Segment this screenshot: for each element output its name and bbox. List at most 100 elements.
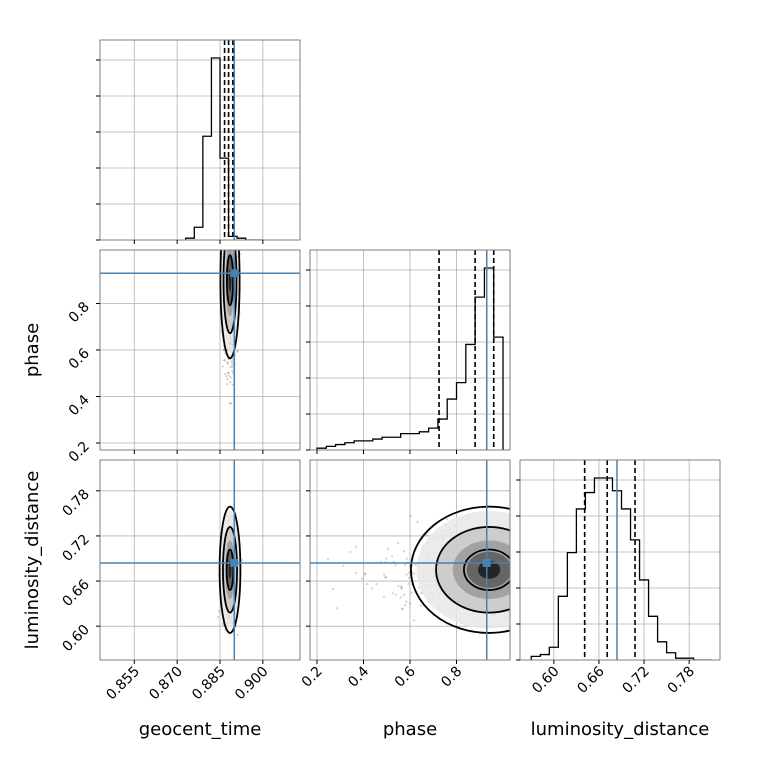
sample-point [512,535,514,537]
sample-point [400,587,403,590]
sample-point [510,560,512,562]
sample-point [512,583,514,585]
sample-point [512,561,514,563]
sample-point [512,582,514,584]
sample-point [335,607,339,610]
sample-point [383,573,386,576]
panel-frame-geocent_time [99,39,301,241]
sample-point [511,582,513,584]
sample-point [512,566,514,568]
contour-2 [410,505,510,634]
sample-point [511,554,513,556]
sample-point [512,529,514,531]
sample-point [512,579,514,581]
sample-point [511,564,513,566]
sample-point [510,581,512,583]
sample-point [512,574,514,576]
histogram-step-phase [316,267,504,450]
sample-point [512,604,514,606]
sample-point [512,567,514,569]
sample-point [511,559,513,561]
sample-point [399,596,402,599]
histogram-step-geocent_time [185,57,263,240]
sample-point [224,372,227,376]
sample-point [513,571,515,573]
sample-point [397,585,400,588]
sample-point [513,578,515,580]
sample-point [229,376,232,379]
sample-point [511,546,513,548]
histogram-panel-phase [310,250,510,450]
x-tick-label-geocent_time-3: 0.900 [232,664,272,704]
sample-point [513,595,515,597]
sample-point [511,578,513,580]
sample-point [419,604,422,607]
sample-point [408,602,412,605]
sample-point [511,573,513,575]
sample-point [227,371,230,374]
sample-point [512,575,514,577]
sample-point [511,543,513,545]
sample-point [513,582,515,584]
sample-point [511,590,513,592]
x-tick-label-phase-1: 0.4 [345,663,372,690]
sample-point [512,566,514,568]
sample-point [511,557,513,559]
sample-point [511,572,513,574]
sample-point [511,588,513,590]
sample-point [513,600,515,602]
sample-point [512,558,514,560]
sample-point [512,574,514,576]
sample-point [511,542,513,544]
sample-point [394,564,397,567]
sample-point [511,607,513,609]
sample-point [513,579,515,581]
sample-point [511,585,513,587]
x-tick-label-luminosity_distance-0: 0.60 [529,664,562,697]
sample-point [355,545,358,548]
sample-point [511,584,513,586]
sample-point [511,601,513,603]
y-tick-label-luminosity_distance-3: 0.78 [59,486,92,519]
sample-point [326,558,330,561]
sample-point [511,531,513,533]
sample-point [513,611,515,613]
x-axis-title-luminosity_distance: luminosity_distance [531,719,710,740]
sample-point [226,377,229,381]
y-tick-label-luminosity_distance-2: 0.72 [59,531,92,564]
sample-point [405,557,408,560]
sample-point [513,597,515,599]
sample-point [511,594,513,596]
sample-point [513,558,515,560]
y-tick-label-luminosity_distance-1: 0.66 [59,577,92,610]
sample-point [511,535,513,537]
sample-point [512,570,514,572]
sample-point [511,542,513,544]
sample-point [512,574,514,576]
sample-point [364,572,367,575]
x-tick-label-luminosity_distance-2: 0.72 [620,664,653,697]
x-tick-label-phase-0: 0.2 [299,664,326,691]
sample-point [513,575,515,577]
sample-point [375,583,378,586]
sample-point [512,576,514,578]
sample-point [391,555,394,558]
sample-point [512,568,514,570]
sample-point [236,350,239,353]
sample-point [221,622,224,625]
sample-point [511,568,513,570]
sample-point [513,549,515,551]
sample-point [512,588,514,590]
sample-point [511,558,513,560]
scatter-panel-geocent_time-phase [100,250,300,450]
sample-point [216,616,220,619]
sample-point [371,587,374,590]
histogram-panel-geocent_time [100,40,300,240]
sample-point [331,587,335,591]
sample-point [512,566,514,568]
sample-point [511,543,513,545]
sample-point [514,545,516,547]
sample-point [512,605,514,607]
x-tick-label-geocent_time-1: 0.870 [146,664,186,704]
sample-point [511,532,513,534]
